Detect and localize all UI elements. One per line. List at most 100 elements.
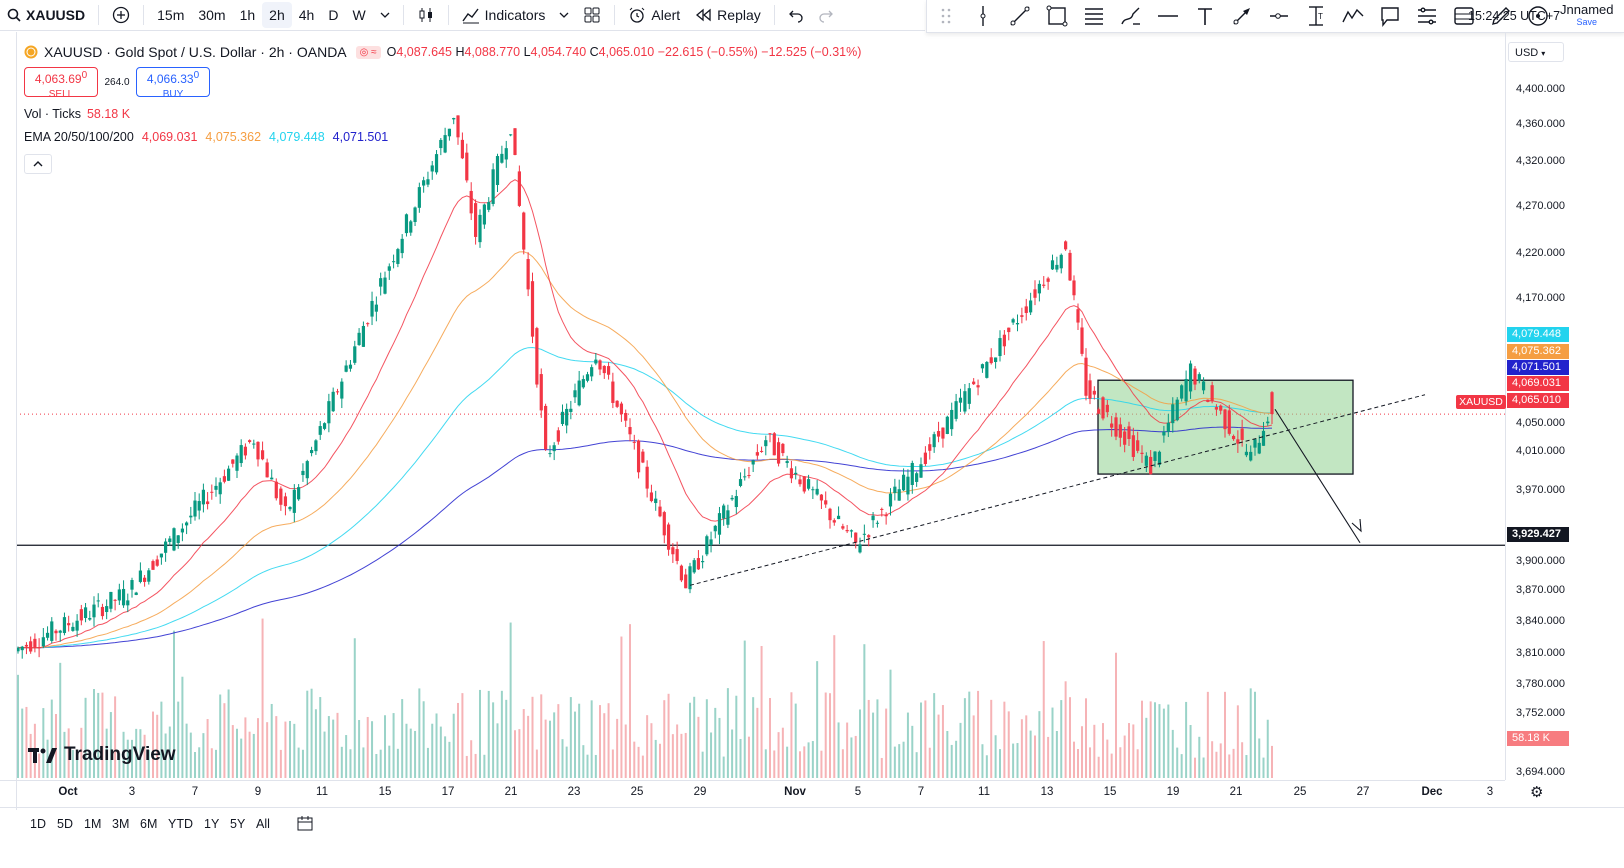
date-range-button[interactable] — [296, 814, 314, 835]
indicators-dropdown[interactable] — [552, 2, 576, 28]
price-label: 4,050.000 — [1516, 417, 1565, 429]
text-tool[interactable] — [1186, 2, 1223, 30]
symbol-title[interactable]: XAUUSD · Gold Spot / U.S. Dollar · 2h · … — [44, 44, 347, 60]
volume-bar — [114, 696, 117, 778]
interval-4h[interactable]: 4h — [292, 2, 322, 28]
range-button-6m[interactable]: 6M — [140, 817, 158, 831]
range-button-ytd[interactable]: YTD — [168, 817, 193, 831]
volume-bar — [1215, 751, 1218, 778]
candle-body — [1011, 319, 1015, 323]
candle-body — [176, 535, 180, 543]
templates-button[interactable] — [576, 2, 608, 28]
volume-bar — [769, 698, 771, 778]
volume-bar — [968, 691, 971, 778]
volume-bar — [760, 646, 763, 778]
candle-body — [910, 462, 914, 485]
interval-30m[interactable]: 30m — [191, 2, 232, 28]
chart-type-button[interactable] — [410, 2, 442, 28]
volume-bar — [227, 689, 230, 778]
sell-button[interactable]: 4,063.690 SELL — [24, 67, 98, 100]
range-tool[interactable] — [1408, 2, 1445, 30]
pen-tool[interactable] — [1482, 2, 1519, 30]
volume-bar — [680, 733, 683, 778]
candle-body — [417, 187, 421, 208]
clock[interactable]: 15:24:25 UTC+7 — [1468, 9, 1561, 23]
candle-body — [802, 476, 806, 492]
ema-legend[interactable]: EMA 20/50/100/200 4,069.031 4,075.362 4,… — [24, 130, 388, 144]
range-button-5y[interactable]: 5Y — [230, 817, 246, 831]
range-button-all[interactable]: All — [256, 817, 270, 831]
volume-legend[interactable]: Vol · Ticks 58.18 K — [24, 107, 130, 121]
currency-selector[interactable]: USD ▾ — [1508, 42, 1564, 62]
buy-button[interactable]: 4,066.330 BUY — [136, 67, 210, 100]
candle-body — [1162, 431, 1166, 436]
hide-tools-button[interactable] — [1519, 2, 1556, 30]
volume-bar — [876, 699, 879, 778]
time-label: Nov — [784, 786, 806, 798]
interval-d[interactable]: D — [321, 2, 345, 28]
projection-tool[interactable] — [1445, 2, 1482, 30]
range-button-1d[interactable]: 1D — [30, 817, 46, 831]
candle-body — [1153, 451, 1157, 461]
volume-bar — [223, 703, 226, 778]
measure-tool[interactable]: T — [1297, 2, 1334, 30]
candle-body — [867, 535, 871, 538]
undo-button[interactable] — [781, 2, 811, 28]
interval-2h[interactable]: 2h — [262, 2, 292, 28]
alert-button[interactable]: Alert — [621, 2, 687, 28]
time-axis[interactable]: Oct 3 7 9 11 15 17 21 23 25 29 Nov 5 7 11 13 15 19 21 25 27 D… — [0, 780, 1505, 803]
drag-handle[interactable] — [927, 2, 964, 30]
range-button-1y[interactable]: 1Y — [204, 817, 220, 831]
price-badge: 4,071.501 — [1507, 360, 1569, 375]
range-button-5d[interactable]: 5D — [57, 817, 73, 831]
rectangle-tool[interactable] — [1038, 2, 1075, 30]
horizontal-line-tool[interactable] — [1149, 2, 1186, 30]
arrow-tool[interactable] — [1223, 2, 1260, 30]
volume-bar — [358, 720, 361, 778]
volume-bar — [388, 745, 391, 778]
brush-tool[interactable] — [1112, 2, 1149, 30]
volume-bar — [362, 747, 365, 778]
price-axis[interactable]: 4,400.000 4,360.000 4,320.000 4,270.000 4,22… — [1505, 32, 1624, 780]
pattern-tool[interactable] — [1334, 2, 1371, 30]
interval-15m[interactable]: 15m — [150, 2, 191, 28]
symbol-name: XAUUSD — [26, 7, 86, 23]
range-button-3m[interactable]: 3M — [112, 817, 130, 831]
visibility-toggle[interactable]: ◎ ≈ — [355, 45, 381, 59]
interval-w[interactable]: W — [345, 2, 372, 28]
candle-body — [430, 165, 434, 172]
candle-body — [893, 486, 897, 494]
redo-button[interactable] — [811, 2, 841, 28]
save-layout-button[interactable]: Jnnamed Save — [1560, 3, 1613, 29]
callout-tool[interactable] — [1371, 2, 1408, 30]
volume-bar — [1110, 753, 1113, 778]
ray-tool[interactable] — [1260, 2, 1297, 30]
trend-line-tool[interactable] — [1001, 2, 1038, 30]
candle-body — [632, 441, 636, 443]
fib-tool[interactable] — [1075, 2, 1112, 30]
candle-body — [509, 134, 513, 136]
replay-button[interactable]: Replay — [687, 2, 768, 28]
symbol-search[interactable]: XAUUSD — [0, 2, 92, 28]
collapse-legend-button[interactable] — [24, 154, 52, 174]
candle-body — [828, 508, 832, 521]
volume-bar — [1051, 707, 1054, 778]
candle-body — [565, 408, 569, 426]
indicators-button[interactable]: Indicators — [455, 2, 553, 28]
volume-bar — [375, 753, 378, 778]
candle-body — [500, 153, 504, 163]
settings-gear-icon[interactable]: ⚙ — [1530, 784, 1544, 801]
compare-button[interactable] — [105, 2, 137, 28]
candle-body — [37, 647, 41, 649]
interval-dropdown[interactable] — [373, 2, 397, 28]
drawing-toolbar: T Jnnamed Save — [926, 0, 1624, 33]
volume-bar — [332, 719, 335, 778]
interval-1h[interactable]: 1h — [233, 2, 263, 28]
range-button-1m[interactable]: 1M — [84, 817, 102, 831]
candle-body — [54, 630, 58, 634]
candle-body — [400, 238, 404, 254]
vertical-line-tool[interactable] — [964, 2, 1001, 30]
volume-bar — [435, 713, 438, 778]
volume-bar — [846, 722, 849, 778]
